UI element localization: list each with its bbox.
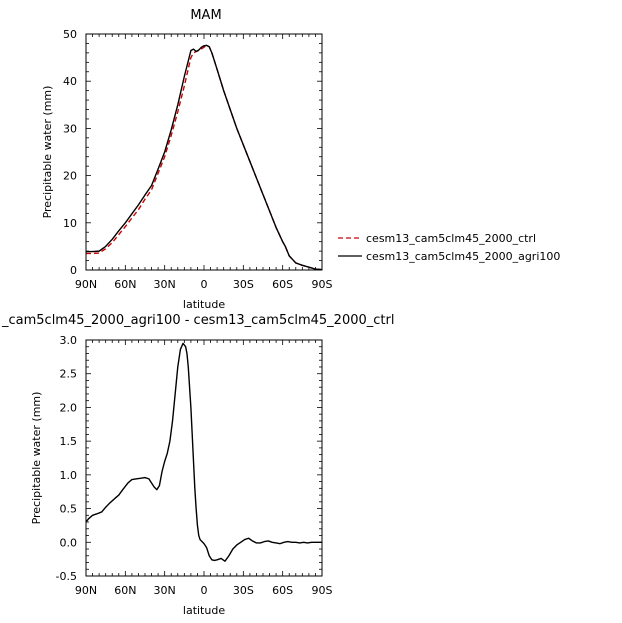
- top-panel: MAM Precipitable water (mm) latitude 90N…: [41, 8, 560, 311]
- legend-label-agri100: cesm13_cam5clm45_2000_agri100: [366, 250, 560, 263]
- bottom-plot-frame: [85, 339, 323, 577]
- top-y-tick-label: 20: [63, 170, 77, 183]
- bottom-panel: _cam5clm45_2000_agri100 - cesm13_cam5clm…: [1, 313, 394, 617]
- top-series-group: [86, 44, 323, 271]
- bottom-x-axis-label: latitude: [183, 604, 225, 617]
- top-y-tick-label: 10: [63, 217, 77, 230]
- top-series-line-0: [86, 44, 323, 271]
- bottom-x-tick-label: 30N: [154, 584, 176, 597]
- bottom-x-tick-label: 90N: [75, 584, 97, 597]
- top-x-tick-label: 30N: [154, 278, 176, 291]
- bottom-y-axis-label: Precipitable water (mm): [30, 392, 43, 525]
- top-y-axis-label: Precipitable water (mm): [41, 86, 54, 219]
- bottom-series-group: [85, 342, 322, 562]
- bottom-y-tick-label: 3.0: [60, 334, 78, 347]
- legend-label-ctrl: cesm13_cam5clm45_2000_ctrl: [366, 232, 536, 245]
- top-x-tick-label: 0: [201, 278, 208, 291]
- bottom-series-line-0: [85, 342, 322, 562]
- bottom-y-tick-label: 0.0: [60, 536, 78, 549]
- bottom-y-tick-label: -0.5: [56, 570, 77, 583]
- top-series-line-1: [86, 44, 323, 271]
- top-chart-title: MAM: [190, 8, 221, 23]
- top-x-axis-label: latitude: [183, 298, 225, 311]
- bottom-y-tick-label: 1.0: [60, 469, 78, 482]
- top-y-tick-label: 0: [70, 264, 77, 277]
- bottom-y-tick-label: 0.5: [60, 503, 78, 516]
- top-x-tick-label: 90S: [312, 278, 333, 291]
- bottom-x-tick-label: 60S: [272, 584, 293, 597]
- bottom-x-tick-label: 60N: [114, 584, 136, 597]
- bottom-x-tick-label: 0: [201, 584, 208, 597]
- top-x-tick-label: 60N: [114, 278, 136, 291]
- top-ticks: 90N 60N 30N 0 30S 60S 90S 0 10 20 30 40 50: [63, 28, 333, 291]
- top-y-tick-label: 30: [63, 122, 77, 135]
- bottom-x-tick-label: 30S: [233, 584, 254, 597]
- top-plot-frame: [85, 33, 323, 271]
- top-y-tick-label: 40: [63, 75, 77, 88]
- top-y-tick-label: 50: [63, 28, 77, 41]
- bottom-x-tick-label: 90S: [312, 584, 333, 597]
- bottom-y-tick-label: 2.0: [60, 401, 78, 414]
- top-x-tick-label: 90N: [75, 278, 97, 291]
- bottom-ticks: 90N 60N 30N 0 30S 60S 90S -0.5 0.0 0.5 1.0 1.5 2.0 2.…: [56, 334, 333, 597]
- legend: cesm13_cam5clm45_2000_ctrl cesm13_cam5cl…: [338, 232, 560, 263]
- bottom-y-tick-label: 1.5: [60, 435, 78, 448]
- top-x-tick-label: 60S: [272, 278, 293, 291]
- top-x-tick-label: 30S: [233, 278, 254, 291]
- bottom-chart-title: _cam5clm45_2000_agri100 - cesm13_cam5clm…: [1, 313, 394, 328]
- bottom-y-tick-label: 2.5: [60, 368, 78, 381]
